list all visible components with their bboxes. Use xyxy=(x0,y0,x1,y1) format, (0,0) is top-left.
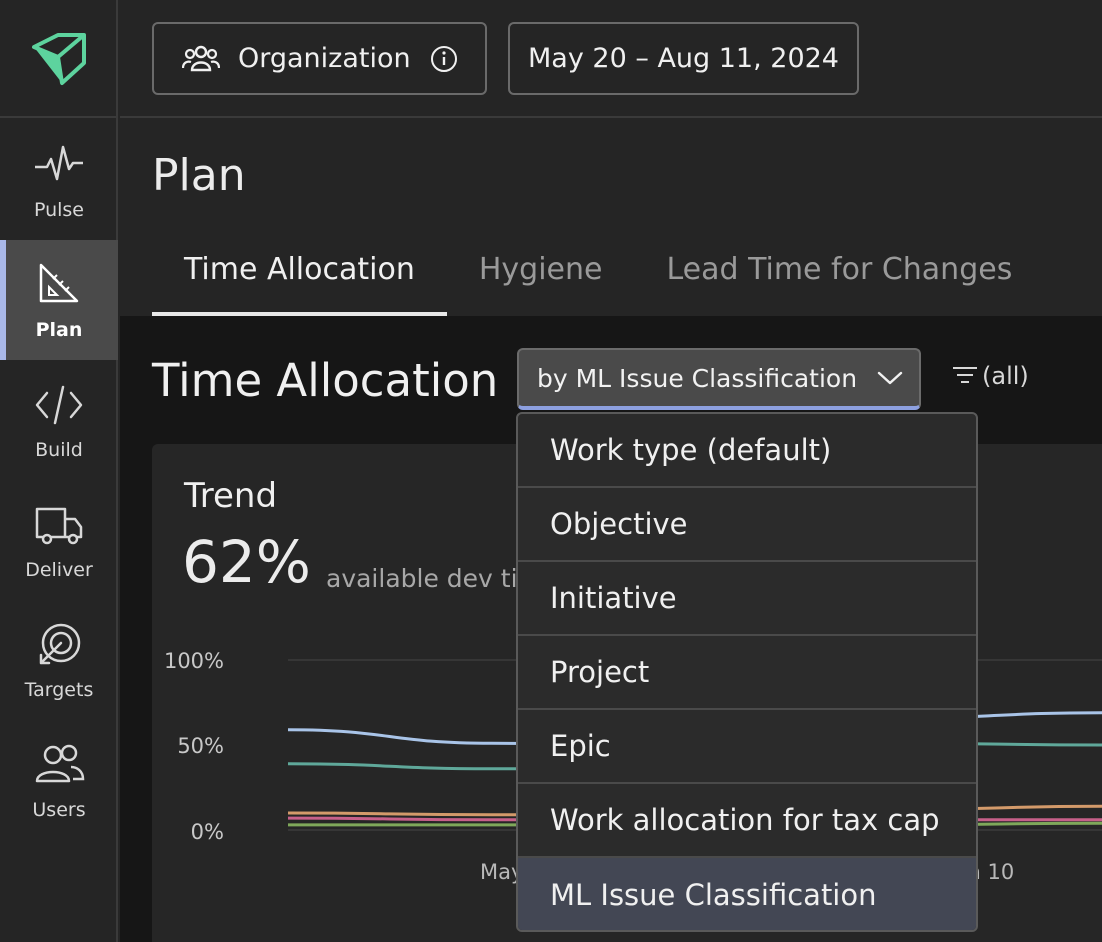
sidebar-item-label: Targets xyxy=(24,679,94,701)
info-icon[interactable] xyxy=(429,44,459,74)
sidebar-item-build[interactable]: Build xyxy=(0,360,118,480)
tab-bar: Time Allocation Hygiene Lead Time for Ch… xyxy=(152,248,1044,316)
y-tick: 0% xyxy=(190,820,224,844)
menu-item-ml-issue-classification[interactable]: ML Issue Classification xyxy=(518,858,976,930)
y-tick: 100% xyxy=(163,649,224,673)
sidebar-item-label: Build xyxy=(35,439,83,461)
tab-lead-time[interactable]: Lead Time for Changes xyxy=(666,252,1013,287)
chevron-down-icon xyxy=(877,371,903,385)
grouping-dropdown-menu: Work type (default) Objective Initiative… xyxy=(516,412,978,932)
section-title: Time Allocation xyxy=(152,354,499,407)
filter-label: (all) xyxy=(982,362,1029,390)
target-icon xyxy=(39,623,81,665)
date-range-button[interactable]: May 20 – Aug 11, 2024 xyxy=(508,22,859,95)
team-icon xyxy=(182,45,220,71)
big-stat-value: 62% xyxy=(182,528,311,596)
tab-hygiene[interactable]: Hygiene xyxy=(478,252,603,287)
truck-icon xyxy=(35,507,83,545)
menu-item-objective[interactable]: Objective xyxy=(518,488,976,562)
menu-item-tax-cap[interactable]: Work allocation for tax cap xyxy=(518,784,976,858)
code-icon xyxy=(35,385,83,425)
pulse-icon xyxy=(35,145,83,181)
y-tick: 50% xyxy=(177,734,224,758)
users-icon xyxy=(35,744,85,783)
sidebar-item-plan[interactable]: Plan xyxy=(0,240,118,360)
sidebar-item-label: Users xyxy=(32,799,86,821)
menu-item-work-type[interactable]: Work type (default) xyxy=(518,414,976,488)
logo-icon xyxy=(32,33,86,85)
card-title: Trend xyxy=(184,476,278,516)
sidebar-item-pulse[interactable]: Pulse xyxy=(0,120,118,240)
filter-button[interactable]: (all) xyxy=(952,362,1029,390)
menu-item-epic[interactable]: Epic xyxy=(518,710,976,784)
plan-icon xyxy=(39,263,79,303)
organization-label: Organization xyxy=(238,43,411,74)
app-logo[interactable] xyxy=(0,0,118,118)
menu-item-project[interactable]: Project xyxy=(518,636,976,710)
sidebar-item-targets[interactable]: Targets xyxy=(0,600,118,720)
sidebar-item-label: Pulse xyxy=(33,199,85,221)
filter-icon xyxy=(953,367,977,383)
top-bar: Organization May 20 – Aug 11, 2024 xyxy=(120,0,1102,118)
sidebar-item-label: Plan xyxy=(35,319,83,341)
sidebar-item-deliver[interactable]: Deliver xyxy=(0,480,118,600)
sidebar-item-label: Deliver xyxy=(25,559,93,581)
menu-item-initiative[interactable]: Initiative xyxy=(518,562,976,636)
date-range-label: May 20 – Aug 11, 2024 xyxy=(528,43,839,74)
grouping-select[interactable]: by ML Issue Classification xyxy=(517,348,921,410)
grouping-select-value: by ML Issue Classification xyxy=(537,363,858,393)
big-stat-caption: available dev ti xyxy=(326,564,518,593)
tab-time-allocation[interactable]: Time Allocation xyxy=(152,248,447,316)
sidebar: Pulse Plan Build Deliver Targets xyxy=(0,0,118,942)
page-title: Plan xyxy=(152,150,246,201)
sidebar-item-users[interactable]: Users xyxy=(0,720,118,840)
organization-button[interactable]: Organization xyxy=(152,22,487,95)
